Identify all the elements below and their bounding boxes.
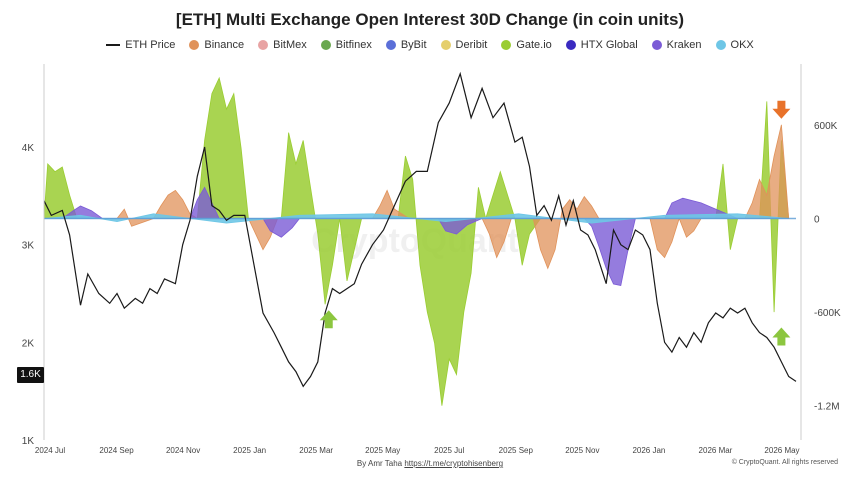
legend-item-okx[interactable]: OKX	[715, 39, 754, 51]
legend-label: HTX Global	[580, 39, 638, 51]
legend-item-gateio[interactable]: Gate.io	[501, 39, 552, 51]
x-tick-label: 2025 Sep	[499, 446, 534, 455]
x-tick-label: 2025 Jan	[233, 446, 266, 455]
legend-item-bybit[interactable]: ByBit	[385, 39, 427, 51]
left-tick-label: 3K	[22, 241, 35, 252]
x-tick-label: 2026 Mar	[699, 446, 733, 455]
legend-item-kraken[interactable]: Kraken	[651, 39, 702, 51]
legend-swatch-bitmex	[258, 40, 269, 50]
legend-label: Bitfinex	[335, 39, 372, 51]
legend-label: OKX	[730, 39, 754, 51]
x-tick-label: 2024 Sep	[99, 446, 134, 455]
x-tick-label: 2024 Nov	[166, 446, 200, 455]
x-tick-label: 2025 Jul	[434, 446, 464, 455]
x-tick-label: 2026 Jan	[632, 446, 665, 455]
current-price-marker: 1.6K	[17, 367, 44, 383]
legend-swatch-deribit	[440, 40, 451, 50]
down-arrow-icon	[772, 100, 791, 119]
x-tick-label: 2024 Jul	[35, 446, 65, 455]
legend-label: Binance	[204, 39, 245, 51]
legend-swatch-eth-price	[106, 44, 121, 46]
legend-label: ByBit	[400, 39, 427, 51]
chart-title: [ETH] Multi Exchange Open Interest 30D C…	[175, 10, 685, 29]
legend-label: Kraken	[666, 39, 702, 51]
legend-label: ETH Price	[125, 39, 176, 51]
oi-area-okx	[43, 213, 789, 224]
legend-label: Gate.io	[516, 39, 552, 51]
legend-item-bitfinex[interactable]: Bitfinex	[320, 39, 372, 51]
up-arrow-icon	[319, 310, 338, 329]
legend-label: BitMex	[273, 39, 307, 51]
x-tick-label: 2026 May	[764, 446, 799, 455]
legend-swatch-okx	[715, 40, 726, 50]
legend-item-deribit[interactable]: Deribit	[440, 39, 488, 51]
left-tick-label: 4K	[22, 143, 35, 154]
footer-copyright: © CryptoQuant. All rights reserved	[731, 459, 838, 466]
footer-author: By Amr Taha https://t.me/cryptohisenberg	[0, 459, 860, 468]
legend-swatch-bybit	[385, 40, 396, 50]
eth-price-line	[43, 71, 797, 388]
left-tick-label: 1K	[22, 436, 35, 447]
x-tick-label: 2025 Mar	[299, 446, 333, 455]
right-tick-label: 600K	[814, 121, 838, 132]
legend-swatch-kraken	[651, 40, 662, 50]
eth-price-path	[43, 71, 797, 388]
right-tick-label: -600K	[814, 308, 841, 319]
annotations	[319, 100, 791, 346]
left-tick-label: 2K	[22, 338, 35, 349]
legend-item-binance[interactable]: Binance	[189, 39, 244, 51]
legend-label: Deribit	[455, 39, 488, 51]
right-tick-label: -1.2M	[814, 402, 840, 413]
footer-author-text: By Amr Taha	[356, 459, 403, 468]
x-tick-label: 2025 Nov	[565, 446, 599, 455]
legend-swatch-gateio	[501, 40, 512, 50]
legend-swatch-binance	[189, 40, 200, 50]
footer-link[interactable]: https://t.me/cryptohisenberg	[404, 459, 504, 468]
up-arrow-icon	[772, 327, 791, 346]
legend-swatch-bitfinex	[320, 40, 331, 50]
legend-item-bitmex[interactable]: BitMex	[258, 39, 307, 51]
legend-item-htx[interactable]: HTX Global	[565, 39, 638, 51]
chart-legend: ETH Price Binance BitMex Bitfinex ByBit …	[0, 39, 860, 51]
legend-swatch-htx	[565, 40, 576, 50]
right-tick-label: 0	[814, 214, 820, 225]
legend-item-eth-price[interactable]: ETH Price	[106, 39, 175, 51]
x-tick-label: 2025 May	[365, 446, 400, 455]
axes: 1K 2K 3K 4K -1.2M -600K 0 600K 2024 Jul 2024 Sep 2…	[22, 64, 841, 455]
